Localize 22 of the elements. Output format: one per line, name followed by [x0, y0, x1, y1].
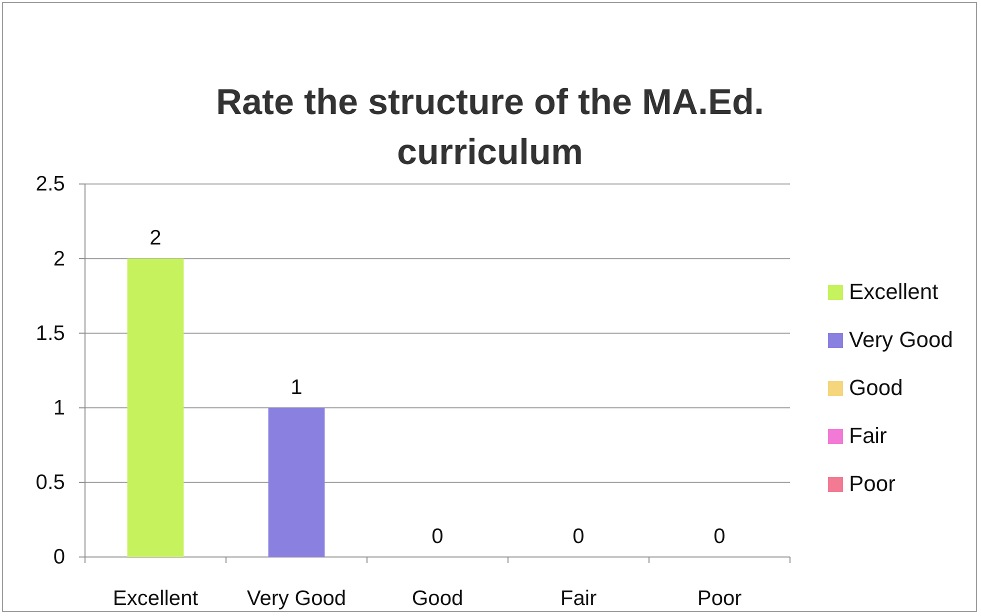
y-tick-label: 2 — [53, 247, 65, 270]
y-tick-label: 0 — [53, 546, 65, 569]
legend-label: Good — [849, 375, 903, 400]
chart-title: Rate the structure of the MA.Ed. curriculum — [216, 81, 764, 172]
y-tick-label: 0.5 — [36, 471, 65, 494]
data-label: 0 — [432, 525, 444, 548]
y-tick-label: 1.5 — [36, 322, 65, 345]
legend-label: Very Good — [849, 327, 953, 352]
legend-label: Poor — [849, 471, 896, 496]
x-tick-label: Excellent — [112, 587, 198, 610]
x-tick-label: Fair — [560, 587, 597, 610]
x-tick-label: Very Good — [246, 587, 346, 610]
legend-label: Fair — [849, 423, 887, 448]
data-label: 2 — [150, 226, 162, 250]
y-tick-label: 2.5 — [36, 172, 65, 196]
legend-label: Excellent — [849, 279, 938, 304]
x-tick-label: Good — [412, 587, 464, 610]
data-label: 1 — [290, 376, 302, 399]
x-tick-label: Poor — [697, 587, 742, 610]
data-label: 0 — [572, 525, 584, 548]
data-label: 0 — [714, 525, 726, 548]
y-tick-label: 1 — [53, 396, 65, 420]
